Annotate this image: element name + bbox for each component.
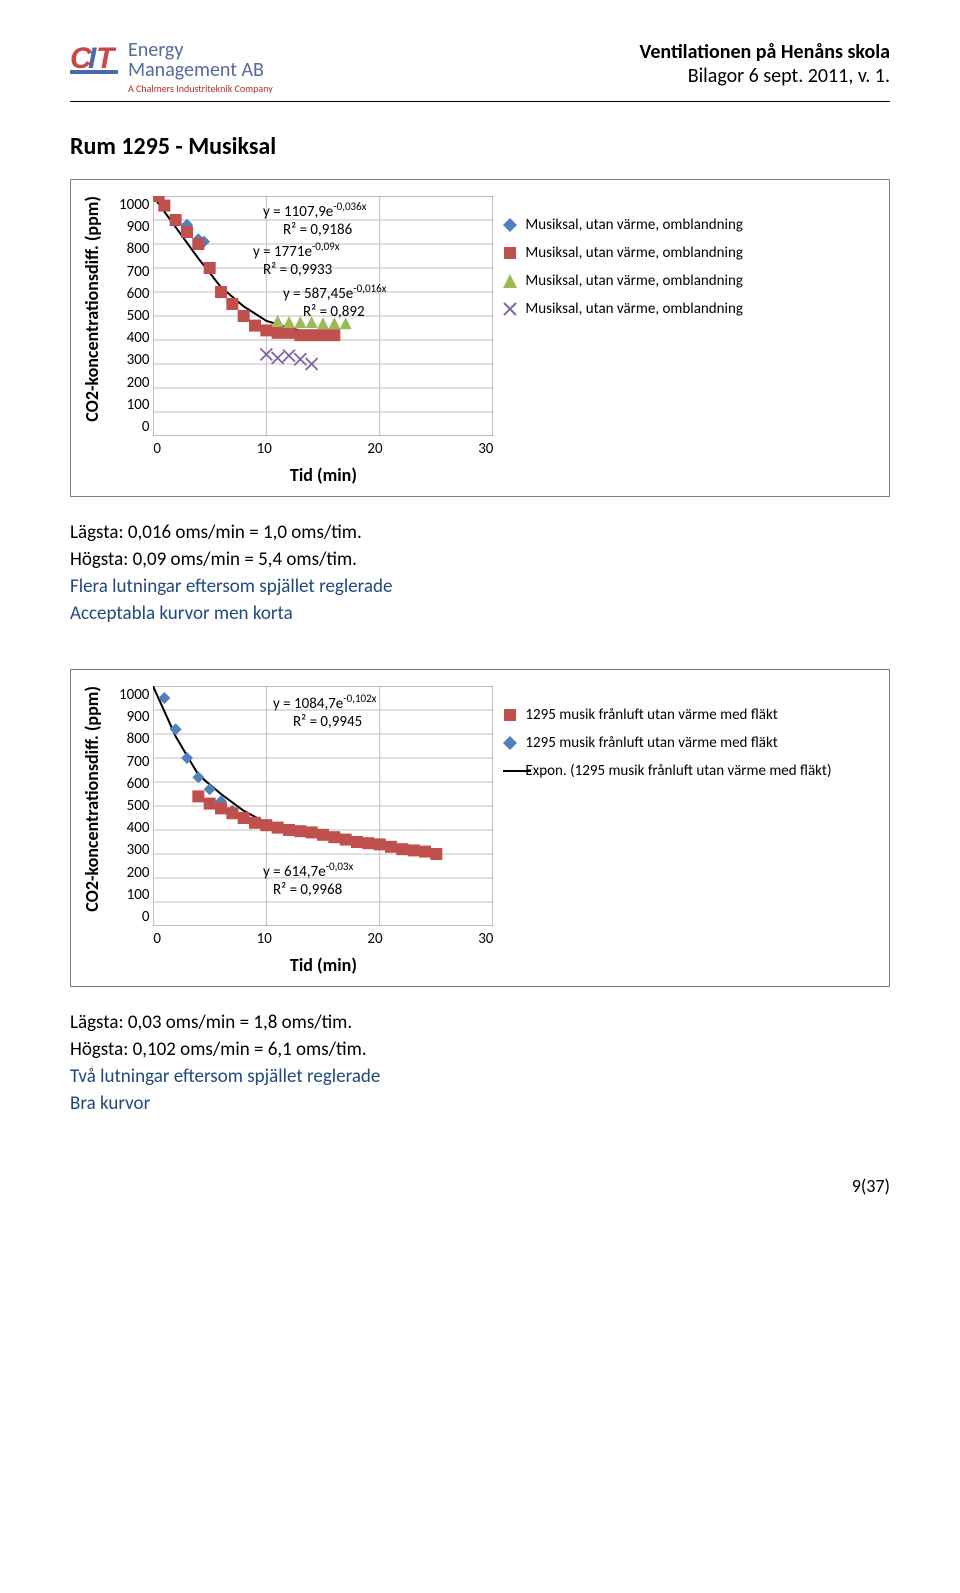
end-line4: Bra kurvor — [70, 1092, 890, 1115]
end-line3: Två lutningar eftersom spjället reglerad… — [70, 1065, 890, 1088]
chart2-ylabel: CO2-koncentrationsdiff. (ppm) — [81, 686, 103, 912]
chart2-xticks: 0102030 — [153, 930, 493, 948]
svg-text:R² = 0,892: R² = 0,892 — [303, 303, 365, 321]
legend-item: Expon. (1295 musik frånluft utan värme m… — [503, 762, 831, 780]
svg-text:R² = 0,9933: R² = 0,9933 — [263, 261, 333, 279]
svg-text:y = 1107,9e-0,036x: y = 1107,9e-0,036x — [263, 200, 367, 221]
end-line2: Högsta: 0,102 oms/min = 6,1 oms/tim. — [70, 1038, 890, 1061]
chart1-xticks: 0102030 — [153, 440, 493, 458]
doc-subtitle: Bilagor 6 sept. 2011, v. 1. — [640, 64, 890, 88]
mid-line4: Acceptabla kurvor men korta — [70, 602, 890, 625]
brand-line1: Energy — [128, 40, 273, 60]
svg-text:y = 587,45e-0,016x: y = 587,45e-0,016x — [283, 282, 387, 303]
brand-line2: Management AB — [128, 60, 273, 80]
end-line1: Lägsta: 0,03 oms/min = 1,8 oms/tim. — [70, 1011, 890, 1034]
chart1-ylabel: CO2-koncentrationsdiff. (ppm) — [81, 196, 103, 422]
chart1-xlabel: Tid (min) — [153, 464, 493, 486]
svg-text:R² = 0,9968: R² = 0,9968 — [273, 881, 342, 899]
svg-text:y = 1771e-0,09x: y = 1771e-0,09x — [253, 240, 340, 261]
chart2-xlabel: Tid (min) — [153, 954, 493, 976]
page-number: 9(37) — [70, 1175, 890, 1197]
chart1-legend: Musiksal, utan värme, omblandning Musiksa… — [503, 196, 742, 318]
brand-sub: A Chalmers Industriteknik Company — [128, 82, 273, 95]
legend-item: Musiksal, utan värme, omblandning — [503, 300, 742, 318]
chart1-plot: y = 1107,9e-0,036xR² = 0,9186y = 1771e-0… — [153, 196, 493, 436]
page-header: C I T Energy Management AB A Chalmers In… — [70, 40, 890, 102]
chart-1: CO2-koncentrationsdiff. (ppm) 1000900800… — [70, 179, 890, 497]
mid-line3: Flera lutningar eftersom spjället regler… — [70, 575, 890, 598]
mid-line2: Högsta: 0,09 oms/min = 5,4 oms/tim. — [70, 548, 890, 571]
legend-item: Musiksal, utan värme, omblandning — [503, 216, 742, 234]
logo-block: C I T Energy Management AB A Chalmers In… — [70, 40, 273, 95]
header-right: Ventilationen på Henåns skola Bilagor 6 … — [640, 40, 890, 88]
chart1-yticks: 10009008007006005004003002001000 — [119, 196, 153, 436]
section-title: Rum 1295 - Musiksal — [70, 132, 890, 161]
legend-item: Musiksal, utan värme, omblandning — [503, 272, 742, 290]
chart2-legend: 1295 musik frånluft utan värme med fläkt… — [503, 686, 831, 780]
mid-line1: Lägsta: 0,016 oms/min = 1,0 oms/tim. — [70, 521, 890, 544]
chart2-plot: y = 1084,7e-0,102xR² = 0,9945y = 614,7e-… — [153, 686, 493, 926]
chart2-yticks: 10009008007006005004003002001000 — [119, 686, 153, 926]
svg-text:R² = 0,9186: R² = 0,9186 — [283, 221, 353, 239]
doc-title: Ventilationen på Henåns skola — [640, 40, 890, 64]
legend-item: 1295 musik frånluft utan värme med fläkt — [503, 706, 831, 724]
logo-icon: C I T — [70, 40, 122, 84]
chart-2: CO2-koncentrationsdiff. (ppm) 1000900800… — [70, 669, 890, 987]
legend-item: 1295 musik frånluft utan värme med fläkt — [503, 734, 831, 752]
logo-text: Energy Management AB A Chalmers Industri… — [128, 40, 273, 95]
legend-item: Musiksal, utan värme, omblandning — [503, 244, 742, 262]
svg-text:R² = 0,9945: R² = 0,9945 — [293, 713, 362, 731]
